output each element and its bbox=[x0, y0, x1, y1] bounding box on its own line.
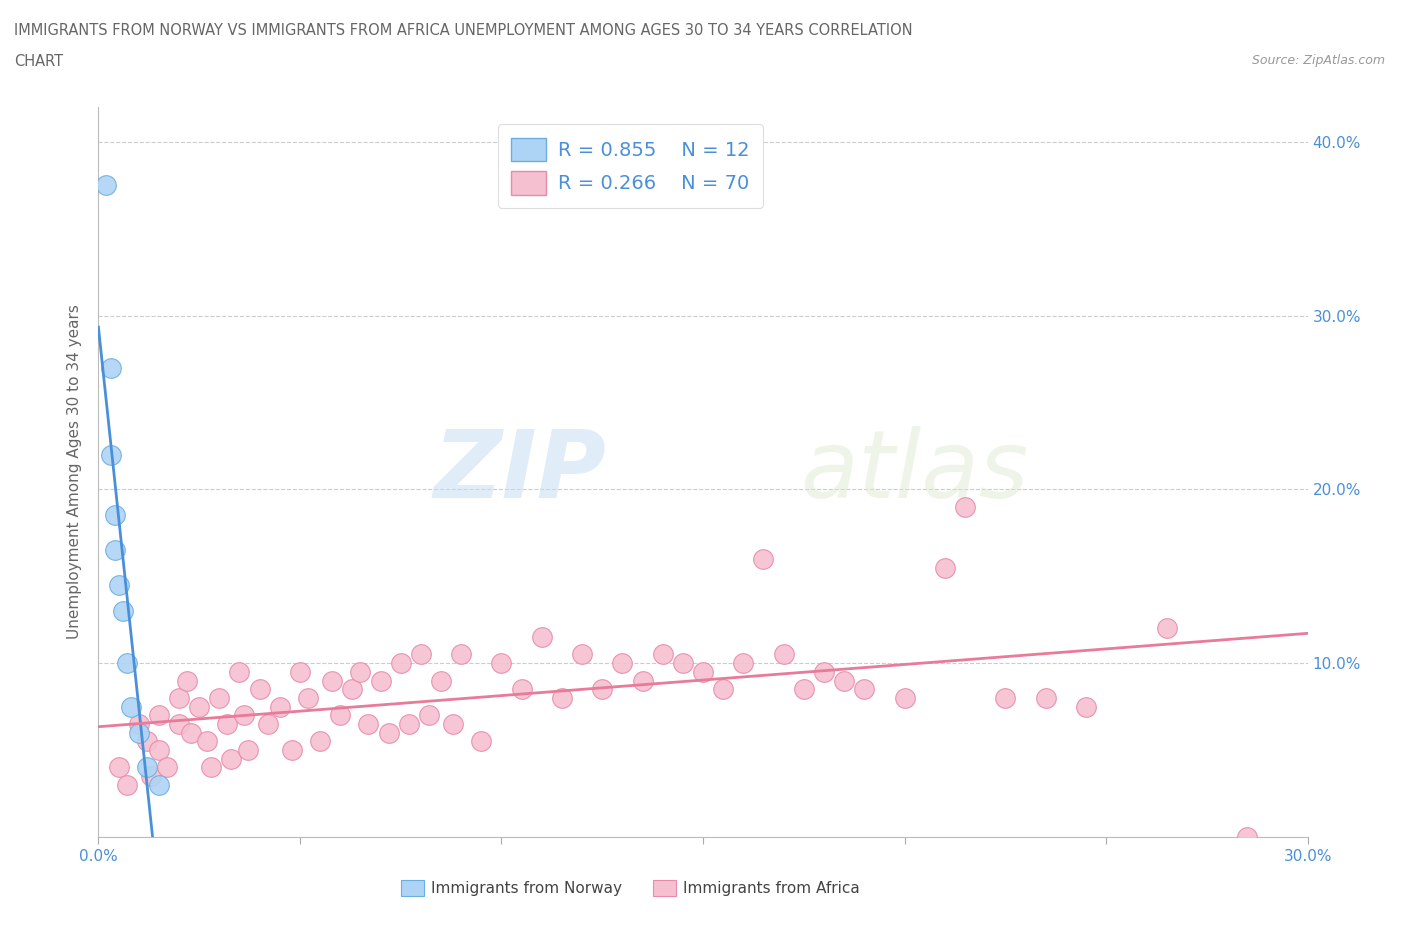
Point bbox=[221, 751, 243, 766]
Point bbox=[357, 717, 380, 732]
Text: atlas: atlas bbox=[800, 427, 1028, 517]
Point bbox=[370, 673, 392, 688]
Point bbox=[208, 690, 231, 705]
Point bbox=[111, 604, 134, 618]
Point bbox=[288, 664, 311, 679]
Text: Source: ZipAtlas.com: Source: ZipAtlas.com bbox=[1251, 54, 1385, 67]
Point bbox=[249, 682, 271, 697]
Point bbox=[389, 656, 412, 671]
Point bbox=[853, 682, 876, 697]
Point bbox=[1074, 699, 1097, 714]
Point bbox=[135, 760, 157, 775]
Point bbox=[167, 690, 190, 705]
Point bbox=[176, 673, 198, 688]
Point bbox=[217, 717, 239, 732]
Point bbox=[491, 656, 513, 671]
Point bbox=[115, 656, 138, 671]
Point bbox=[551, 690, 574, 705]
Legend: Immigrants from Norway, Immigrants from Africa: Immigrants from Norway, Immigrants from … bbox=[395, 874, 866, 902]
Text: CHART: CHART bbox=[14, 54, 63, 69]
Point bbox=[1236, 830, 1258, 844]
Point bbox=[236, 743, 259, 758]
Point bbox=[200, 760, 222, 775]
Point bbox=[772, 647, 794, 662]
Point bbox=[309, 734, 332, 749]
Point bbox=[281, 743, 304, 758]
Point bbox=[752, 551, 775, 566]
Point bbox=[450, 647, 472, 662]
Point bbox=[418, 708, 440, 723]
Point bbox=[135, 734, 157, 749]
Point bbox=[148, 743, 170, 758]
Point bbox=[195, 734, 218, 749]
Point bbox=[994, 690, 1017, 705]
Y-axis label: Unemployment Among Ages 30 to 34 years: Unemployment Among Ages 30 to 34 years bbox=[67, 304, 83, 640]
Point bbox=[139, 769, 162, 784]
Point bbox=[672, 656, 695, 671]
Point bbox=[651, 647, 673, 662]
Point bbox=[297, 690, 319, 705]
Point bbox=[510, 682, 533, 697]
Point bbox=[530, 630, 553, 644]
Point bbox=[349, 664, 371, 679]
Point bbox=[398, 717, 420, 732]
Point bbox=[100, 447, 122, 462]
Point bbox=[733, 656, 755, 671]
Point bbox=[612, 656, 634, 671]
Point bbox=[430, 673, 453, 688]
Text: ZIP: ZIP bbox=[433, 426, 606, 518]
Point bbox=[953, 499, 976, 514]
Point bbox=[156, 760, 179, 775]
Point bbox=[107, 578, 129, 592]
Point bbox=[167, 717, 190, 732]
Point bbox=[128, 717, 150, 732]
Point bbox=[228, 664, 250, 679]
Point bbox=[103, 508, 125, 523]
Point bbox=[813, 664, 835, 679]
Point bbox=[470, 734, 492, 749]
Point bbox=[256, 717, 278, 732]
Point bbox=[115, 777, 138, 792]
Point bbox=[120, 699, 142, 714]
Text: IMMIGRANTS FROM NORWAY VS IMMIGRANTS FROM AFRICA UNEMPLOYMENT AMONG AGES 30 TO 3: IMMIGRANTS FROM NORWAY VS IMMIGRANTS FRO… bbox=[14, 23, 912, 38]
Point bbox=[893, 690, 915, 705]
Point bbox=[148, 777, 170, 792]
Point bbox=[1156, 621, 1178, 636]
Point bbox=[107, 760, 129, 775]
Point bbox=[96, 178, 118, 193]
Point bbox=[232, 708, 254, 723]
Point bbox=[1035, 690, 1057, 705]
Point bbox=[832, 673, 855, 688]
Point bbox=[711, 682, 734, 697]
Point bbox=[128, 725, 150, 740]
Point bbox=[591, 682, 613, 697]
Point bbox=[409, 647, 432, 662]
Point bbox=[342, 682, 364, 697]
Point bbox=[631, 673, 654, 688]
Point bbox=[692, 664, 714, 679]
Point bbox=[377, 725, 399, 740]
Point bbox=[103, 543, 125, 558]
Point bbox=[934, 560, 956, 575]
Point bbox=[100, 360, 122, 375]
Point bbox=[180, 725, 202, 740]
Point bbox=[793, 682, 815, 697]
Point bbox=[188, 699, 211, 714]
Point bbox=[148, 708, 170, 723]
Point bbox=[329, 708, 352, 723]
Point bbox=[571, 647, 593, 662]
Point bbox=[269, 699, 291, 714]
Point bbox=[441, 717, 464, 732]
Point bbox=[321, 673, 343, 688]
